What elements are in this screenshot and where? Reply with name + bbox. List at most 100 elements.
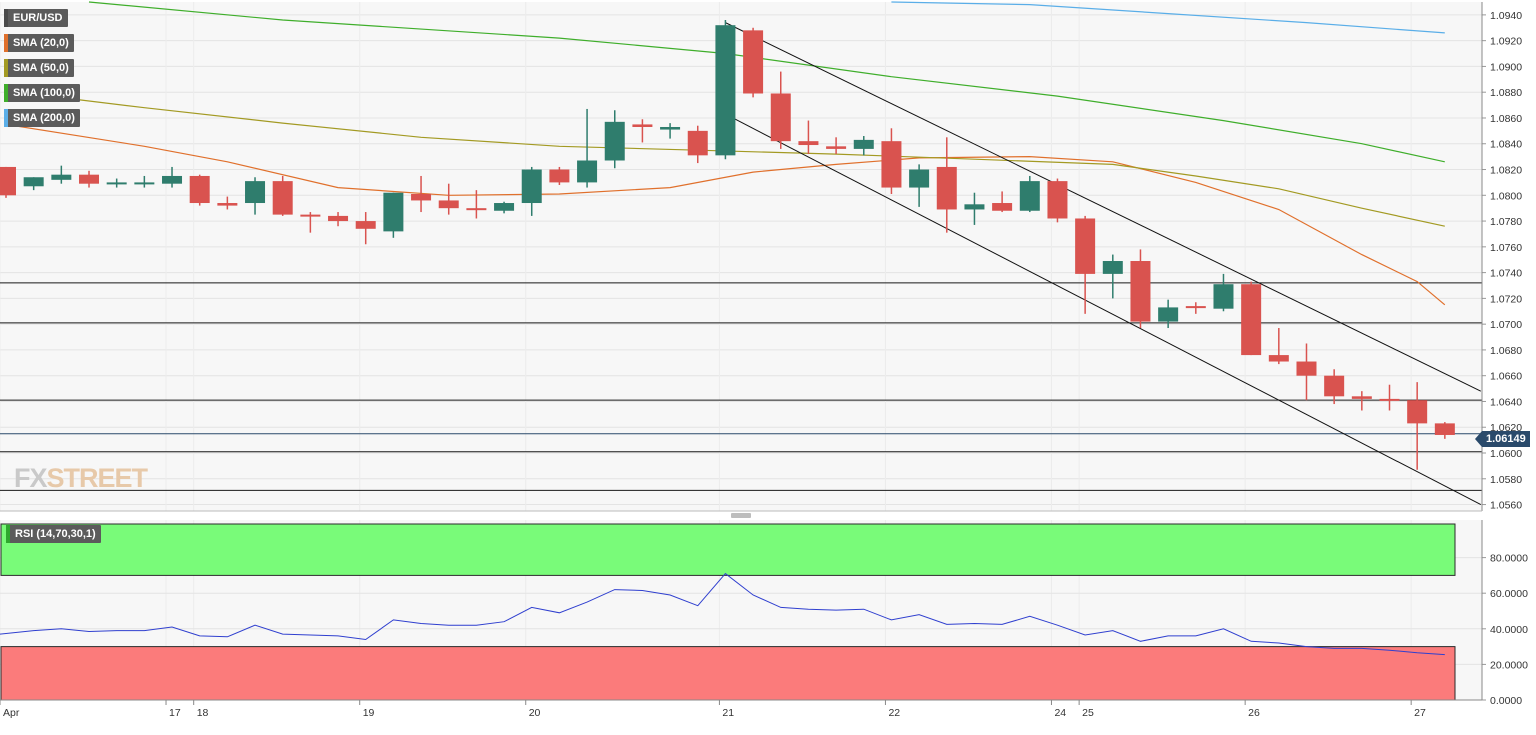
rsi-legend-swatch — [6, 525, 10, 543]
candle — [909, 164, 930, 207]
candle — [1102, 254, 1123, 299]
sma-line — [891, 1, 1445, 34]
sma-line — [5, 90, 1445, 227]
candle — [770, 71, 791, 149]
candles — [0, 20, 1455, 470]
candle-body — [1213, 284, 1234, 309]
time-tick-label: 26 — [1248, 707, 1260, 719]
candle — [1158, 299, 1179, 329]
pane-resize-handle[interactable] — [731, 513, 751, 518]
horizontal-levels — [0, 282, 1482, 491]
candle-body — [798, 141, 819, 146]
candle-body — [743, 30, 764, 94]
candle-body — [189, 175, 210, 204]
candle — [687, 125, 708, 164]
candle-body — [383, 192, 404, 232]
legend-label: SMA (100,0) — [13, 87, 75, 99]
candle — [743, 27, 764, 98]
rsi-overbought-zone — [0, 523, 1456, 576]
candle — [660, 123, 681, 139]
candle-body — [1434, 423, 1455, 435]
candle-body — [0, 166, 16, 196]
candle — [1130, 249, 1151, 329]
rsi-zones — [0, 523, 1456, 701]
candle — [1241, 281, 1262, 356]
legend-swatch — [4, 109, 8, 127]
legend-swatch — [4, 34, 8, 52]
candle-body — [826, 146, 847, 149]
candle-body — [1019, 181, 1040, 211]
price-tick-label: 1.0880 — [1490, 87, 1522, 99]
candle-body — [992, 203, 1013, 211]
rsi-line — [0, 572, 1445, 656]
axes: 1.0940 1.0920 1.0900 1.0880 1.0860 1.0840 1.08… — [0, 2, 1528, 719]
candle-body — [1047, 181, 1068, 219]
price-pane-background — [0, 2, 1482, 511]
candle-body — [577, 160, 598, 183]
sma-lines — [5, 1, 1446, 306]
legend-item[interactable]: SMA (200,0) — [4, 109, 80, 127]
candle — [992, 191, 1013, 213]
candle-body — [881, 141, 902, 188]
candle — [0, 166, 16, 198]
candle — [328, 212, 349, 227]
current-price-tag: 1.06149 — [1475, 431, 1530, 447]
candle-body — [106, 182, 127, 185]
rsi-legend[interactable]: RSI (14,70,30,1) — [6, 525, 101, 543]
candle-body — [1379, 398, 1400, 401]
time-tick-label: 18 — [197, 707, 209, 719]
price-tick-label: 1.0600 — [1490, 448, 1522, 460]
candle-body — [521, 169, 542, 204]
candle — [383, 192, 404, 238]
legend-item[interactable]: SMA (50,0) — [4, 59, 74, 77]
candle — [1296, 343, 1317, 401]
price-tick-label: 1.0800 — [1490, 190, 1522, 202]
legend-item[interactable]: EUR/USD — [4, 9, 68, 27]
candle — [881, 128, 902, 195]
candle — [51, 165, 72, 184]
candle-body — [300, 214, 321, 217]
fxstreet-logo: FXSTREET — [14, 463, 148, 493]
candle — [23, 177, 44, 191]
sma-line — [5, 123, 1446, 306]
time-tick-label: 19 — [363, 707, 375, 719]
candle-body — [245, 181, 266, 204]
candle — [632, 119, 653, 143]
trend-channel-line — [725, 22, 1482, 392]
candle — [798, 120, 819, 155]
trend-channel — [725, 22, 1482, 506]
rsi-tick-label: 60.0000 — [1490, 588, 1528, 600]
candle — [1351, 391, 1372, 411]
candle-body — [328, 215, 349, 222]
candle — [272, 175, 293, 216]
price-tick-label: 1.0660 — [1490, 371, 1522, 383]
price-tick-label: 1.0920 — [1490, 36, 1522, 48]
price-tick-label: 1.0820 — [1490, 165, 1522, 177]
candle — [134, 175, 155, 188]
price-tick-label: 1.0700 — [1490, 319, 1522, 331]
legend-item[interactable]: SMA (20,0) — [4, 34, 74, 52]
price-tick-label: 1.0740 — [1490, 268, 1522, 280]
price-tick-label: 1.0840 — [1490, 139, 1522, 151]
time-tick-label: 25 — [1082, 707, 1094, 719]
candle — [1019, 175, 1040, 213]
legend-swatch — [4, 9, 8, 27]
trend-channel-line — [725, 113, 1482, 506]
sma-line — [88, 1, 1445, 163]
candle — [355, 212, 376, 245]
legend-item[interactable]: SMA (100,0) — [4, 84, 80, 102]
candle-body — [909, 169, 930, 188]
rsi-tick-label: 20.0000 — [1490, 659, 1528, 671]
rsi-tick-label: 80.0000 — [1490, 553, 1528, 565]
candle — [494, 201, 515, 214]
candle — [549, 166, 570, 185]
candle-body — [466, 208, 487, 211]
candle — [1407, 382, 1428, 470]
candle-body — [1075, 218, 1096, 274]
candle-body — [272, 181, 293, 215]
time-tick-label: 17 — [169, 707, 181, 719]
candle-body — [687, 130, 708, 156]
candle-body — [1268, 355, 1289, 362]
